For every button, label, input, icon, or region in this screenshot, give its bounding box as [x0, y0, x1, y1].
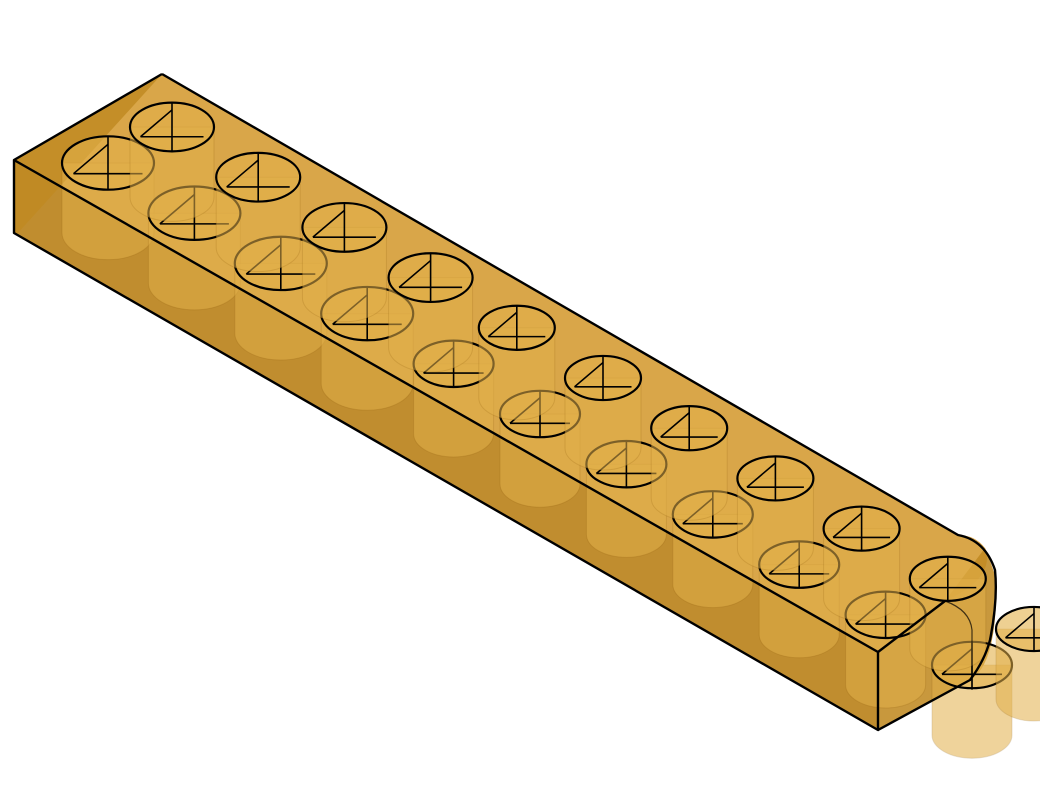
hole: [671, 490, 754, 609]
hole-bore: [585, 463, 667, 558]
hole: [822, 505, 901, 622]
outline-back: [161, 72, 997, 732]
block-edges: [12, 72, 997, 732]
hole-set: [60, 101, 1040, 759]
hole-bore: [215, 176, 301, 273]
hole: [994, 605, 1040, 722]
hole-seam: [398, 259, 432, 288]
hole-bore: [478, 327, 556, 421]
hole-seam: [226, 159, 259, 188]
hole: [736, 455, 815, 571]
hole: [477, 304, 556, 421]
hole: [908, 555, 987, 672]
outline-round-seam: [944, 600, 973, 690]
hole-seam: [1004, 612, 1035, 639]
hole-bore: [931, 664, 1013, 759]
hole-seam: [139, 109, 173, 138]
hole-bore: [736, 477, 814, 571]
hole-seam: [660, 412, 690, 438]
hole-bore: [129, 126, 215, 222]
hole: [301, 201, 388, 323]
hole-seam: [312, 209, 345, 238]
hole-seam: [832, 512, 863, 539]
hole-bore: [758, 564, 840, 659]
hole: [650, 405, 729, 521]
hole-seam: [573, 361, 604, 388]
hole-bore: [650, 427, 728, 521]
hole-seam: [72, 143, 109, 175]
hole-bore: [388, 277, 474, 373]
hole-bore: [301, 226, 387, 323]
hole-bore: [823, 528, 901, 622]
hole-bore: [845, 614, 927, 709]
hole: [128, 101, 216, 222]
outline-top-right: [877, 600, 946, 653]
hole-bore: [672, 513, 754, 609]
hole-bore: [564, 377, 642, 471]
hole-bore: [995, 628, 1040, 722]
hole: [387, 252, 474, 373]
hole-seam: [918, 562, 949, 589]
hole-seam: [746, 462, 776, 488]
outline-front: [12, 72, 880, 732]
hole-seam: [487, 311, 518, 338]
hole: [563, 354, 643, 471]
hole: [215, 151, 302, 273]
